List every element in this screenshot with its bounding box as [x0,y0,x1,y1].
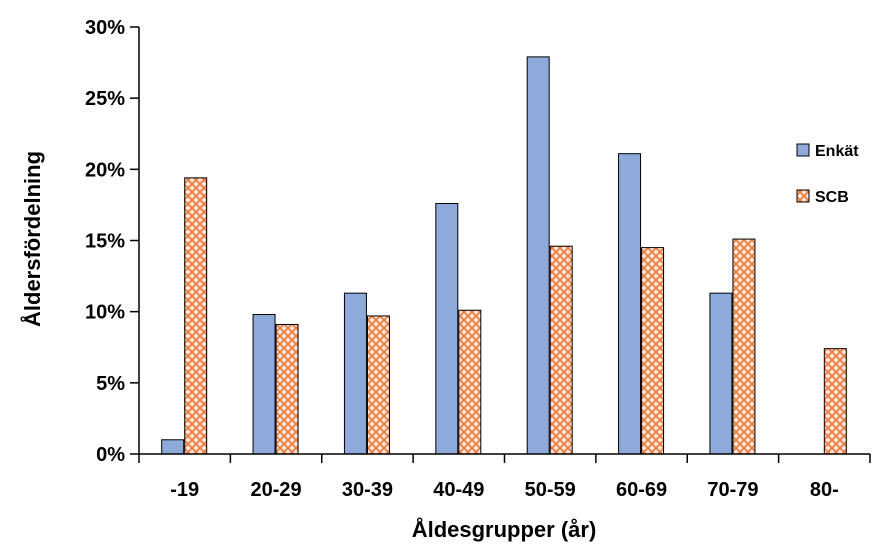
legend-swatch-enkat [796,143,810,157]
bar-enkat-60-69 [618,153,642,455]
x-axis-title: Åldesgrupper (år) [412,516,597,542]
bar-scb--19 [184,177,208,455]
y-tick-label: 5% [96,373,125,395]
bar-scb-60-69 [641,247,665,455]
bar-enkat-50-59 [526,56,550,455]
x-tick-label: -19 [170,479,199,501]
y-tick-label: 15% [85,231,125,253]
legend: Enkät SCB [796,143,859,206]
bar-scb-40-49 [458,309,482,455]
bar-scb-70-79 [732,238,756,455]
y-tick-label: 25% [85,88,125,110]
bar-enkat-40-49 [435,202,459,455]
x-tick-label: 30-39 [342,479,393,501]
bar-scb-20-29 [275,323,299,455]
x-tick-label: 50-59 [525,479,576,501]
x-tick-label: 60-69 [616,479,667,501]
bar-scb-50-59 [549,245,573,455]
y-tick-label: 10% [85,302,125,324]
y-tick-label: 0% [96,444,125,466]
y-axis-title: Åldersfördelning [19,151,45,327]
x-tick-label: 40-49 [433,479,484,501]
bar-enkat-20-29 [252,314,276,455]
bar-enkat--19 [161,439,185,455]
bar-scb-80- [823,348,847,455]
x-tick-label: 80- [810,479,839,501]
x-tick-label: 20-29 [250,479,301,501]
bar-enkat-30-39 [343,292,367,455]
x-tick-label: 70-79 [707,479,758,501]
x-axis: -19 20-29 30-39 40-49 50-59 60-69 70-79 80- [138,453,871,501]
legend-swatch-scb [796,189,810,203]
legend-label-enkat: Enkät [815,143,859,160]
legend-label-scb: SCB [815,189,849,206]
y-axis: 0% 5% 10% 15% 20% 25% 30% [85,17,140,466]
bars-group [161,56,847,455]
y-tick-label: 30% [85,17,125,39]
bar-scb-30-39 [366,315,390,455]
y-tick-label: 20% [85,159,125,181]
bar-enkat-70-79 [709,292,733,455]
